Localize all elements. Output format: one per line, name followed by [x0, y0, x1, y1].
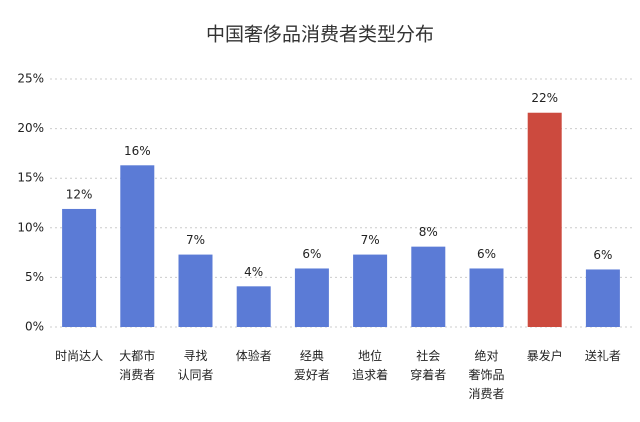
x-tick-label: 时尚达人: [55, 349, 103, 363]
bar: [353, 254, 388, 327]
bar: [527, 112, 562, 327]
y-tick-label: 25%: [17, 72, 44, 86]
bar: [62, 208, 97, 327]
x-tick-label: 经典爱好者: [294, 349, 330, 382]
value-label: 12%: [66, 187, 93, 201]
bar: [294, 268, 329, 327]
value-label: 6%: [477, 247, 496, 261]
x-tick-label: 送礼者: [585, 348, 621, 363]
value-label: 6%: [302, 247, 321, 261]
bar: [236, 286, 271, 327]
bar: [178, 254, 213, 327]
y-tick-label: 10%: [17, 220, 44, 234]
x-tick-label: 体验者: [236, 348, 272, 363]
value-label: 8%: [419, 225, 438, 239]
x-tick-label: 寻找认同者: [177, 349, 213, 382]
chart-title: 中国奢侈品消费者类型分布: [206, 24, 434, 46]
y-tick-label: 5%: [25, 270, 44, 284]
y-tick-label: 0%: [25, 320, 44, 334]
x-tick-label: 大都市消费者: [119, 348, 155, 382]
x-tick-label: 地位追求着: [352, 348, 388, 382]
bar: [469, 268, 504, 327]
value-label: 4%: [244, 265, 263, 279]
value-label: 16%: [124, 144, 151, 158]
x-tick-label: 社会穿着者: [410, 348, 446, 382]
value-label: 7%: [186, 233, 205, 247]
y-tick-label: 15%: [17, 171, 44, 185]
y-tick-label: 20%: [17, 121, 44, 135]
bar: [411, 246, 446, 327]
bar: [585, 269, 620, 327]
bar: [120, 165, 155, 327]
value-label: 7%: [361, 233, 380, 247]
value-label: 6%: [593, 248, 612, 262]
value-label: 22%: [531, 91, 558, 105]
x-tick-label: 暴发户: [527, 348, 563, 363]
x-tick-label: 绝对奢饰品消费者: [468, 348, 504, 401]
